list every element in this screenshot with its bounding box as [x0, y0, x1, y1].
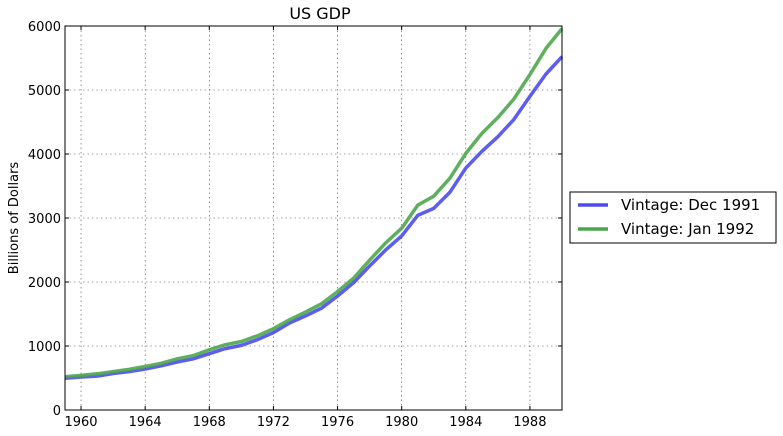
y-tick-label: 2000: [28, 276, 61, 291]
y-tick-label: 0: [53, 404, 61, 419]
x-tick-label: 1988: [513, 415, 546, 430]
legend-box: [569, 191, 777, 244]
legend-label-dec-1991: Vintage: Dec 1991: [621, 196, 760, 214]
legend: Vintage: Dec 1991 Vintage: Jan 1992: [569, 191, 777, 244]
x-tick-label: 1980: [385, 415, 418, 430]
x-tick-label: 1960: [64, 415, 97, 430]
legend-label-jan-1992: Vintage: Jan 1992: [621, 220, 754, 238]
y-axis-label: Billions of Dollars: [7, 162, 22, 275]
axis-ticks: 1960 1964 1968 1972 1976 1980 1984 1988 0 1000 200…: [28, 20, 562, 430]
y-tick-label: 1000: [28, 340, 61, 355]
y-tick-label: 3000: [28, 212, 61, 227]
x-tick-label: 1964: [129, 415, 162, 430]
y-tick-label: 4000: [28, 148, 61, 163]
y-tick-label: 6000: [28, 20, 61, 35]
x-tick-label: 1968: [193, 415, 226, 430]
series-line-1: [64, 27, 564, 379]
x-tick-label: 1976: [321, 415, 354, 430]
series-lines: [64, 27, 564, 381]
x-tick-label: 1972: [257, 415, 290, 430]
y-tick-label: 5000: [28, 84, 61, 99]
x-tick-label: 1984: [449, 415, 482, 430]
chart-title: US GDP: [289, 4, 351, 23]
grid: [65, 25, 562, 411]
series-line-0: [64, 55, 564, 381]
